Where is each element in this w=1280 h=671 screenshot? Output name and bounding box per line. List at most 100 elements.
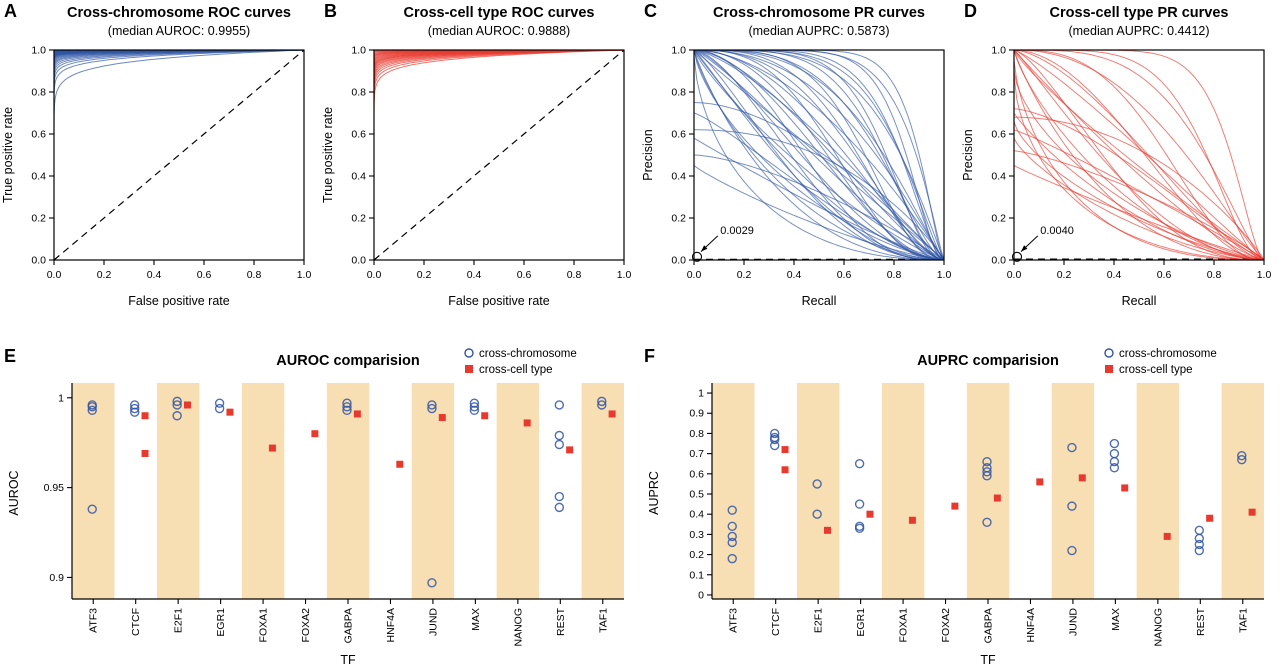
legend: cross-chromosome cross-cell type	[1104, 348, 1217, 376]
chart-title: Cross-cell type ROC curves	[404, 5, 595, 21]
data-point-square	[608, 410, 616, 418]
y-axis-label: True positive rate	[1, 107, 15, 203]
data-point-circle	[769, 434, 780, 445]
panel-letter-D: D	[964, 1, 977, 21]
svg-text:1.0: 1.0	[297, 269, 312, 281]
tf-label: E2F1	[813, 608, 825, 633]
x-ticks: ATF3 CTCF E2F1 EGR1 FOXA1 FOXA2 GABPA HNF4A JUND…	[728, 599, 1249, 647]
data-point-square	[141, 412, 149, 420]
chart-subtitle: (median AUPRC: 0.5873)	[748, 24, 889, 38]
data-point-circle	[727, 553, 737, 564]
svg-text:0.2: 0.2	[31, 213, 46, 225]
svg-text:0.6: 0.6	[689, 468, 704, 480]
svg-text:1.0: 1.0	[351, 45, 366, 57]
chart-title: AUROC comparision	[276, 353, 419, 369]
chart-auroc-comparison: AUROC comparision TF AUROC cross-chromos…	[7, 348, 624, 667]
data-point-circle	[812, 479, 822, 489]
plot-area: cross-chromosome cross-cell type 0.9 0.95 1 A…	[44, 348, 624, 647]
chart-subtitle: (median AUPRC: 0.4412)	[1068, 24, 1209, 38]
y-ticks: 0 0.1 0.2 0.3 0.4 0.5 0.6 0.7 0.8 0.9 1	[689, 388, 712, 601]
svg-text:0.5: 0.5	[689, 489, 704, 501]
tf-label: EGR1	[215, 608, 227, 637]
svg-text:0.9: 0.9	[49, 572, 64, 584]
legend-label: cross-chromosome	[1119, 348, 1217, 360]
plot-area: 0.0040 0.0 0.2 0.4 0.6 0.8 1.0 0.0 0.2 0.4 0.6 0.8 1…	[991, 45, 1271, 282]
data-point-square	[1078, 474, 1086, 482]
tf-label: FOXA2	[300, 608, 312, 643]
chart-title: AUPRC comparision	[917, 353, 1059, 369]
svg-text:0.95: 0.95	[44, 482, 65, 494]
annotation-arrowhead	[1021, 245, 1028, 252]
data-point-square	[1206, 514, 1214, 522]
svg-text:0.6: 0.6	[31, 129, 46, 141]
data-point-circle	[1109, 457, 1120, 467]
svg-text:1.0: 1.0	[671, 45, 686, 57]
plot-box	[1013, 49, 1265, 261]
tf-label: MAX	[470, 608, 482, 631]
svg-text:0.8: 0.8	[1207, 269, 1222, 281]
chart-title: Cross-chromosome ROC curves	[67, 5, 291, 21]
panel-B: B Cross-cell type ROC curves (median AUR…	[320, 0, 640, 345]
data-point-circle	[172, 411, 182, 421]
data-point-circle	[342, 405, 352, 416]
x-axis-label: Recall	[802, 294, 837, 308]
data-point-circle	[982, 457, 992, 467]
chance-diagonal	[373, 49, 625, 261]
data-point-circle	[87, 405, 97, 416]
data-point-circle	[727, 521, 737, 532]
chart-title: Cross-chromosome PR curves	[713, 5, 925, 21]
tf-label: E2F1	[173, 608, 185, 633]
tf-label: ATF3	[88, 608, 100, 633]
data-point-circle	[727, 531, 737, 542]
x-axis-label: TF	[340, 653, 356, 667]
chart-cross-cell-type-pr: Cross-cell type PR curves (median AUPRC:…	[961, 5, 1271, 308]
y-axis-label: Precision	[641, 129, 655, 180]
svg-text:0.8: 0.8	[567, 269, 582, 281]
tf-label: HNF4A	[1025, 608, 1037, 642]
svg-text:0.8: 0.8	[991, 87, 1006, 99]
svg-text:0.0: 0.0	[687, 269, 702, 281]
svg-text:0.4: 0.4	[351, 171, 366, 183]
data-point-square	[141, 449, 149, 457]
legend-square-icon	[1105, 365, 1113, 373]
data-point-circle	[1194, 539, 1205, 550]
baseline-origin-marker	[691, 251, 703, 262]
y-ticks: 0.0 0.2 0.4 0.6 0.8 1.0	[991, 45, 1014, 267]
series-circle	[727, 428, 1247, 564]
svg-text:0.8: 0.8	[671, 87, 686, 99]
tf-label: TAF1	[1237, 608, 1249, 633]
svg-text:0.6: 0.6	[197, 269, 212, 281]
data-point-circle	[1067, 501, 1077, 511]
data-point-square	[226, 408, 234, 416]
data-point-circle	[1109, 448, 1120, 459]
svg-text:0.9: 0.9	[689, 408, 704, 420]
svg-text:1.0: 1.0	[991, 45, 1006, 57]
plot-area: 0.0 0.2 0.4 0.6 0.8 1.0 0.0 0.2 0.4 0.6 0.8 1.0	[351, 45, 631, 282]
baseline-origin-marker	[1011, 251, 1023, 262]
svg-text:1.0: 1.0	[617, 269, 632, 281]
svg-text:0.2: 0.2	[351, 213, 366, 225]
data-point-circle	[129, 403, 140, 414]
plot-box	[53, 49, 305, 261]
chart-cross-cell-type-roc: Cross-cell type ROC curves (median AUROC…	[321, 5, 631, 308]
data-point-circle	[1067, 545, 1077, 556]
svg-text:0.2: 0.2	[991, 213, 1006, 225]
svg-text:0.0: 0.0	[367, 269, 382, 281]
svg-text:0.8: 0.8	[351, 87, 366, 99]
svg-text:0.8: 0.8	[247, 269, 262, 281]
svg-text:0.8: 0.8	[887, 269, 902, 281]
legend-label: cross-cell type	[479, 364, 553, 376]
data-point-circle	[1067, 442, 1077, 453]
data-point-circle	[854, 459, 865, 469]
tf-label: FOXA1	[258, 608, 270, 643]
data-point-square	[1036, 478, 1044, 486]
series-square	[781, 446, 1256, 540]
svg-text:0.0: 0.0	[47, 269, 62, 281]
tf-label: NANOG	[512, 608, 524, 647]
data-point-circle	[214, 403, 225, 414]
category-bands	[72, 383, 624, 599]
svg-text:0.8: 0.8	[31, 87, 46, 99]
data-point-circle	[469, 398, 480, 408]
data-point-square	[908, 516, 916, 524]
tf-label: CTCF	[130, 608, 142, 636]
